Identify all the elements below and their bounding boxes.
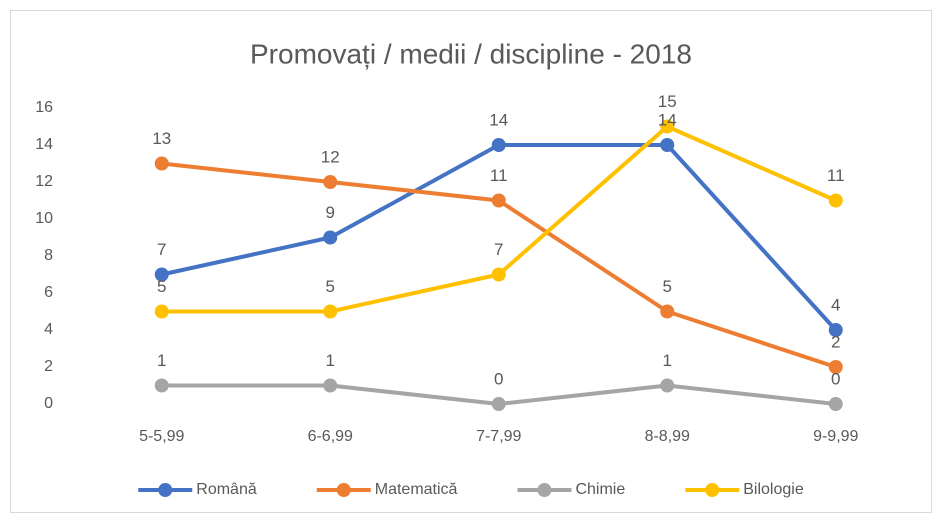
marker xyxy=(828,397,843,411)
legend-label: Bilologie xyxy=(743,481,804,498)
marker xyxy=(660,119,675,134)
data-label: 13 xyxy=(152,129,171,148)
y-tick-label: 12 xyxy=(35,173,53,190)
data-label: 14 xyxy=(658,110,677,129)
marker xyxy=(828,360,843,374)
marker xyxy=(491,267,506,282)
data-label: 0 xyxy=(831,369,840,388)
marker xyxy=(828,323,843,337)
marker xyxy=(323,378,338,393)
legend-label: Română xyxy=(196,481,257,498)
legend-label: Chimie xyxy=(575,481,625,498)
y-tick-label: 2 xyxy=(44,358,53,375)
marker xyxy=(660,304,675,319)
marker xyxy=(154,304,169,319)
y-tick-label: 14 xyxy=(35,136,53,153)
marker xyxy=(828,193,843,208)
legend-marker xyxy=(158,483,173,497)
data-label: 11 xyxy=(490,166,508,185)
data-label: 1 xyxy=(326,351,335,370)
legend-item: Română xyxy=(138,481,257,498)
data-label: 7 xyxy=(494,240,503,259)
x-tick-label: 5-5,99 xyxy=(139,428,184,445)
data-label: 0 xyxy=(494,369,503,388)
marker xyxy=(491,138,506,152)
data-label: 7 xyxy=(157,240,166,259)
y-tick-label: 8 xyxy=(44,247,53,264)
marker xyxy=(323,230,338,245)
y-tick-label: 10 xyxy=(35,210,53,227)
y-tick-label: 6 xyxy=(44,284,53,301)
marker xyxy=(323,304,338,319)
data-label: 5 xyxy=(157,277,166,296)
data-label: 5 xyxy=(326,277,335,296)
legend-item: Matematică xyxy=(316,481,458,498)
legend-marker xyxy=(537,483,552,497)
chart-border xyxy=(10,10,932,513)
marker xyxy=(154,267,169,282)
data-label: 1 xyxy=(663,351,672,370)
marker xyxy=(491,193,506,208)
x-tick-label: 6-6,99 xyxy=(308,428,353,445)
x-tick-label: 9-9,99 xyxy=(813,428,858,445)
data-label: 4 xyxy=(831,295,840,314)
legend-marker xyxy=(336,483,351,497)
y-tick-label: 16 xyxy=(35,99,53,116)
data-label: 1 xyxy=(157,351,166,370)
y-tick-label: 4 xyxy=(44,321,53,338)
data-label: 12 xyxy=(321,147,340,166)
x-tick-label: 8-8,99 xyxy=(645,428,690,445)
data-label: 9 xyxy=(326,203,335,222)
legend-item: Bilologie xyxy=(685,481,804,498)
marker xyxy=(323,175,338,189)
chart-title: Promovați / medii / discipline - 2018 xyxy=(250,38,692,69)
marker xyxy=(491,397,506,411)
marker xyxy=(660,138,675,152)
data-label: 5 xyxy=(663,277,672,296)
data-label: 11 xyxy=(827,166,845,185)
data-label: 14 xyxy=(489,110,508,129)
data-label: 15 xyxy=(658,92,677,111)
data-label: 2 xyxy=(831,332,840,351)
legend-marker xyxy=(705,483,720,497)
y-tick-label: 0 xyxy=(44,395,53,412)
marker xyxy=(154,378,169,393)
legend-item: Chimie xyxy=(517,481,625,498)
marker xyxy=(660,378,675,393)
legend-label: Matematică xyxy=(375,481,458,498)
x-tick-label: 7-7,99 xyxy=(476,428,521,445)
marker xyxy=(154,156,169,171)
